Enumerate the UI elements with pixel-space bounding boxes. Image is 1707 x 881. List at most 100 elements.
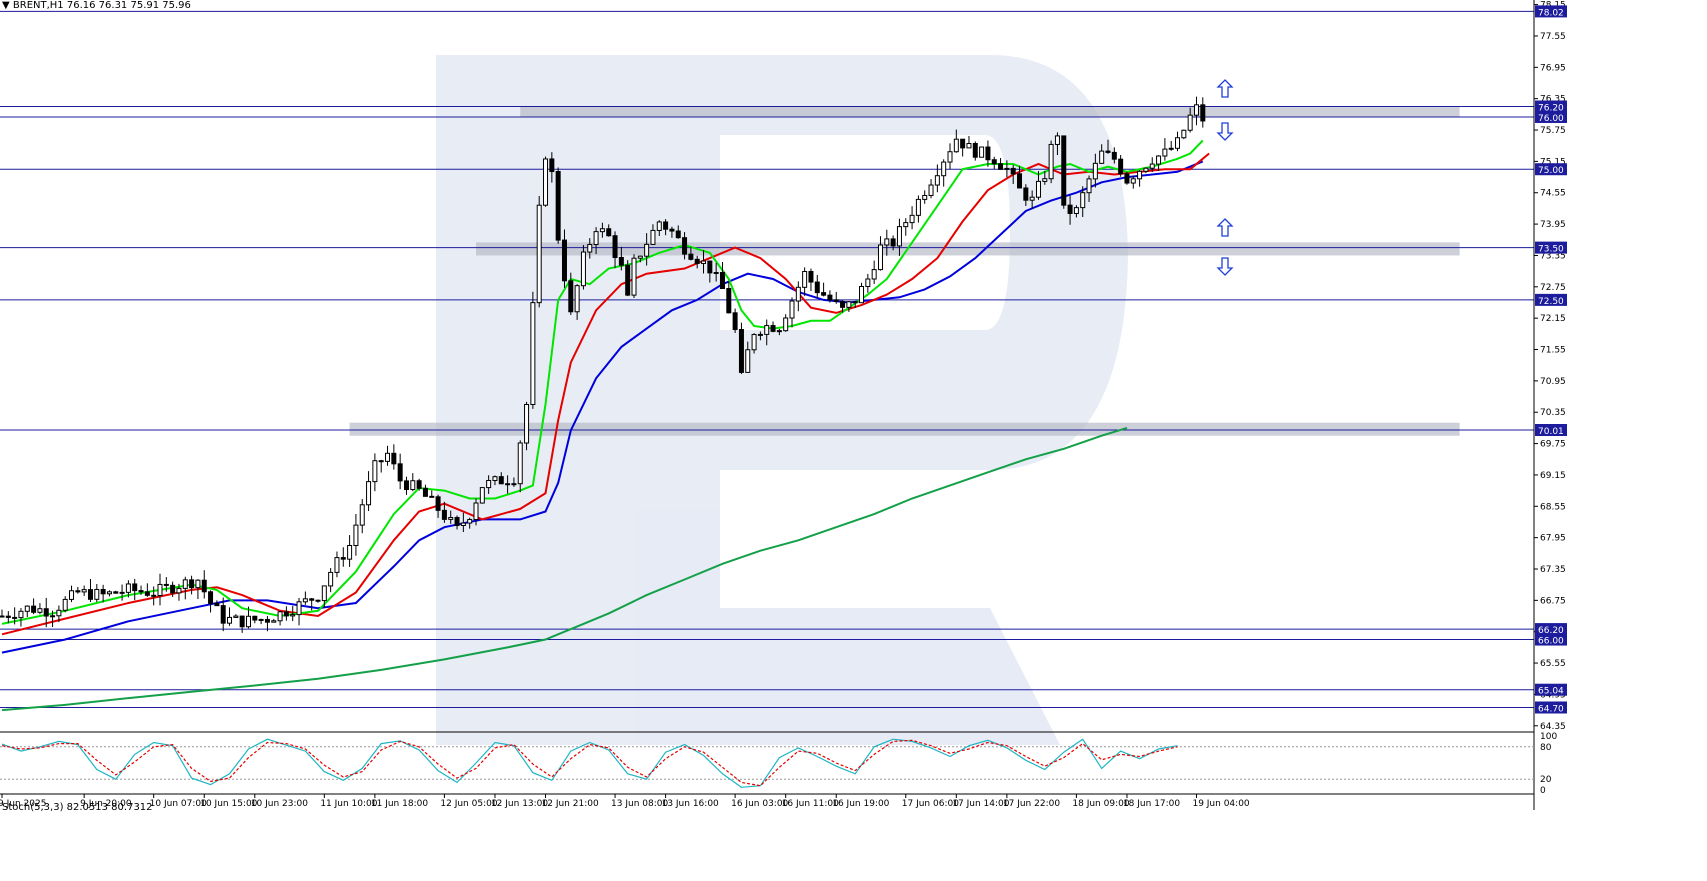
candle-body [170, 584, 176, 594]
candle-body [31, 605, 37, 613]
candle-body [1137, 170, 1143, 180]
candle-body [467, 519, 473, 524]
level-label: 66.20 [1538, 626, 1564, 636]
candle-body [1073, 207, 1079, 214]
y-tick-label: 68.55 [1540, 502, 1566, 512]
candle-body [397, 463, 403, 482]
candle-body [1124, 173, 1130, 184]
candle-body [770, 325, 776, 332]
x-tick-label: 19 Jun 04:00 [1192, 799, 1249, 809]
candle-body [524, 403, 530, 444]
candle-body [947, 151, 953, 163]
candle-body [555, 171, 561, 241]
candle-body [100, 588, 106, 595]
candle-body [618, 257, 624, 266]
candle-body [732, 312, 738, 331]
candle-body [631, 257, 637, 296]
candle-body [656, 221, 662, 231]
candle-body [1048, 143, 1054, 180]
candle-body [448, 517, 454, 520]
candle-body [561, 239, 567, 282]
candle-body [334, 557, 340, 573]
candle-body [650, 229, 656, 245]
candle-body [903, 222, 909, 228]
level-label: 75.00 [1538, 166, 1564, 176]
candle-body [1086, 178, 1092, 194]
candle-body [422, 487, 428, 497]
candle-body [599, 228, 605, 233]
candle-body [1035, 180, 1041, 198]
candle-body [163, 583, 169, 586]
candle-body [75, 590, 81, 593]
level-label-box [1535, 241, 1567, 254]
candle-body [50, 615, 56, 618]
candle-body [69, 590, 75, 600]
candle-body [1111, 151, 1117, 160]
candle-body [663, 221, 669, 230]
candle-body [208, 591, 214, 604]
y-tick-label: 66.75 [1540, 596, 1566, 606]
candle-body [871, 269, 877, 280]
candle-body [1149, 163, 1155, 169]
candle-body [435, 496, 441, 511]
candle-body [505, 483, 511, 486]
candle-body [960, 138, 966, 149]
y-tick-label: 76.95 [1540, 63, 1566, 73]
osc-level-label: 100 [1540, 732, 1557, 742]
candle-body [580, 251, 586, 287]
candle-body [1067, 204, 1073, 214]
dropdown-triangle-icon[interactable]: ▼ [2, 0, 10, 11]
chart-header: ▼ BRENT,H1 76.16 76.31 75.91 75.96 [2, 0, 191, 11]
x-tick-label: 11 Jun 10:00 [320, 799, 377, 809]
x-tick-label: 18 Jun 09:00 [1072, 799, 1129, 809]
price-zone [349, 422, 1460, 436]
y-tick-label: 73.95 [1540, 220, 1566, 230]
level-label: 73.50 [1538, 245, 1564, 255]
y-tick-label: 67.95 [1540, 534, 1566, 544]
ma-fast-line [1, 139, 1204, 625]
x-tick-label: 12 Jun 13:00 [491, 799, 548, 809]
candle-body [309, 598, 315, 601]
price-zone [476, 242, 1460, 256]
level-label-box [1535, 163, 1567, 176]
candle-body [245, 615, 251, 628]
candle-body [87, 589, 93, 600]
candle-body [530, 302, 536, 405]
x-tick-label: 9 Jun 20:00 [80, 799, 132, 809]
candle-body [43, 608, 49, 617]
x-tick-label: 13 Jun 16:00 [662, 799, 719, 809]
candle-body [1200, 104, 1206, 122]
candle-body [37, 608, 43, 613]
y-tick-label: 70.95 [1540, 377, 1566, 387]
candle-body [840, 300, 846, 308]
x-tick-label: 17 Jun 22:00 [1003, 799, 1060, 809]
candle-body [1099, 150, 1105, 164]
candle-body [473, 502, 479, 521]
stoch-signal-line [1, 739, 1178, 787]
candle-body [277, 611, 283, 622]
y-tick-label: 75.75 [1540, 126, 1566, 136]
level-label: 76.20 [1538, 104, 1564, 114]
candle-body [1130, 178, 1136, 184]
candle-body [479, 487, 485, 504]
candle-body [808, 270, 814, 283]
candle-body [1105, 150, 1111, 153]
arrow-up-icon [1216, 79, 1234, 98]
candle-body [189, 579, 195, 589]
candle-body [1023, 187, 1029, 201]
candle-body [511, 483, 517, 486]
candle-body [757, 333, 763, 336]
candle-body [543, 158, 549, 206]
candle-body [827, 294, 833, 301]
candle-body [764, 325, 770, 335]
candle-body [132, 583, 138, 592]
candle-body [751, 334, 757, 351]
candle-body [176, 587, 182, 594]
y-tick-label: 72.15 [1540, 314, 1566, 324]
candle-body [606, 228, 612, 237]
candle-body [12, 616, 18, 619]
candle-body [1181, 129, 1187, 139]
candle-body [877, 244, 883, 271]
